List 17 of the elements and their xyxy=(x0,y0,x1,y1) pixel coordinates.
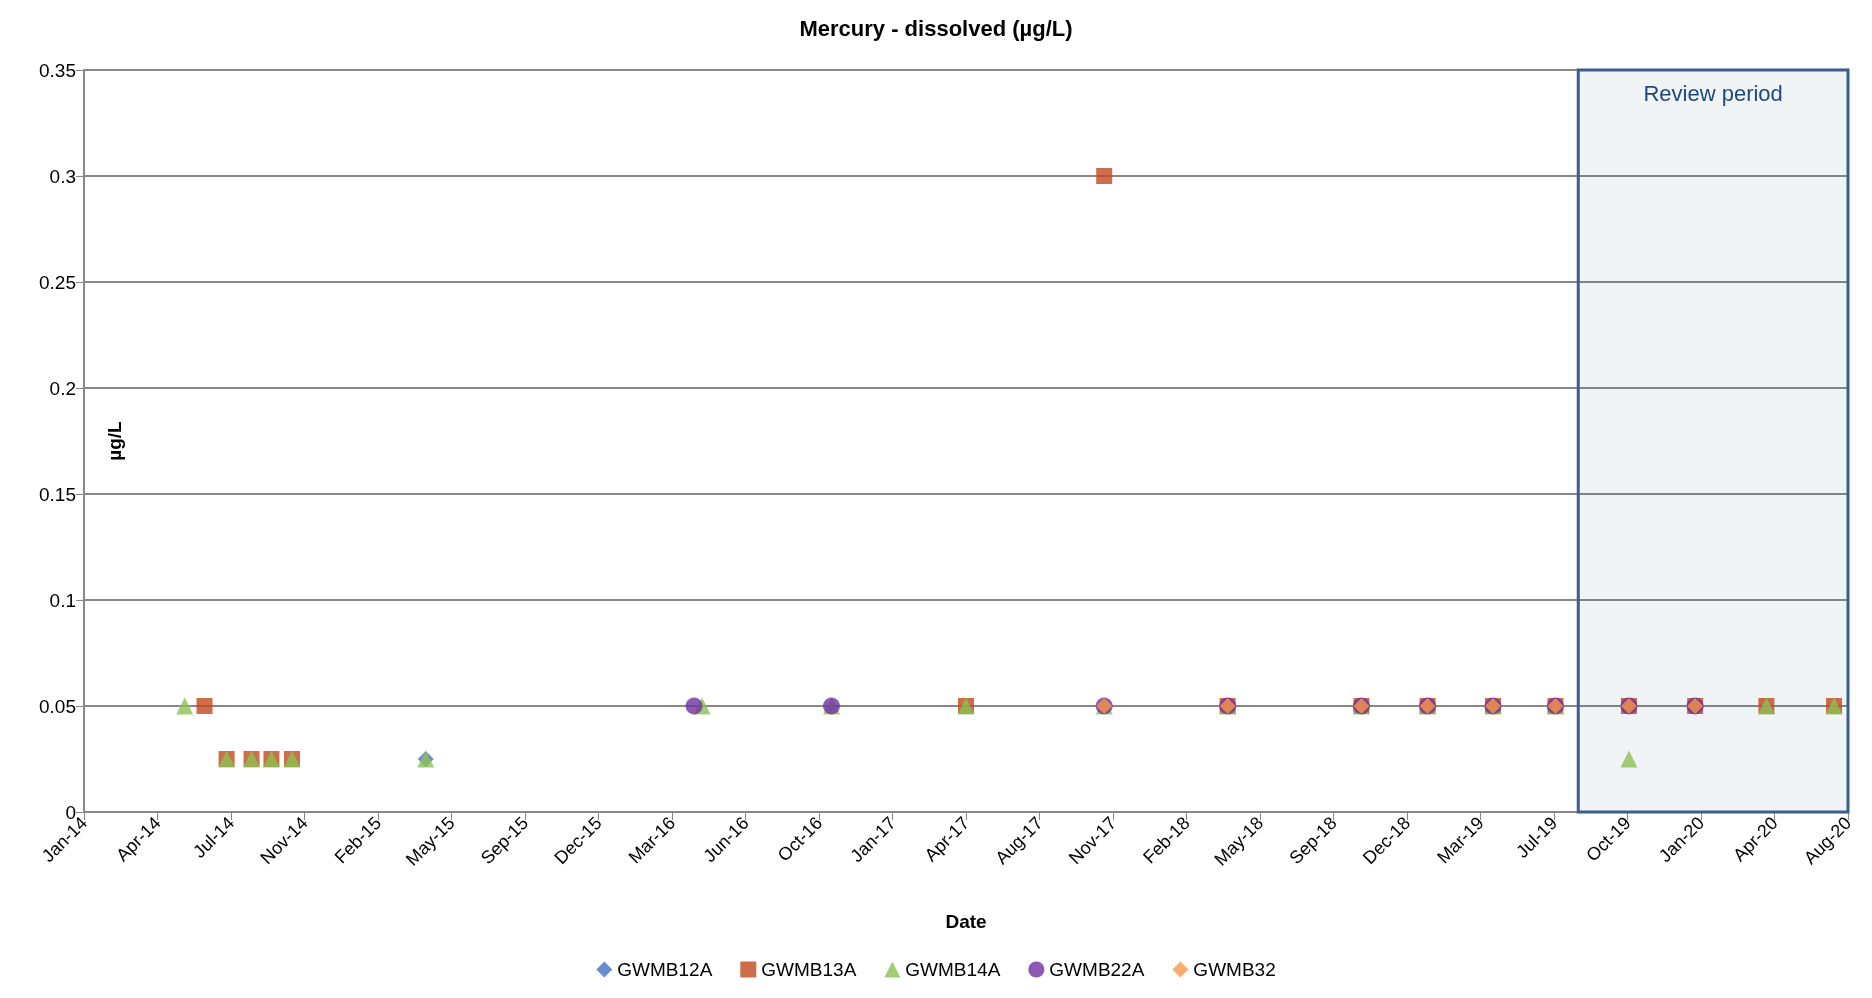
y-tick-label: 0.3 xyxy=(49,165,76,187)
band-label: Review period xyxy=(1643,81,1783,106)
y-tick-label: 0.05 xyxy=(39,695,76,717)
y-axis-title: µg/L xyxy=(104,420,125,461)
y-tick-label: 0.25 xyxy=(39,271,76,293)
chart-title: Mercury - dissolved (µg/L) xyxy=(799,15,1073,41)
y-tick-label: 0.1 xyxy=(49,589,76,611)
y-tick-label: 0.15 xyxy=(39,483,76,505)
legend-label: GWMB14A xyxy=(905,959,1001,980)
y-tick-label: 0.35 xyxy=(39,59,76,81)
legend-label: GWMB32 xyxy=(1193,959,1276,980)
x-axis-title: Date xyxy=(945,911,987,932)
y-tick-label: 0 xyxy=(65,801,76,823)
legend-label: GWMB12A xyxy=(617,959,713,980)
legend-label: GWMB22A xyxy=(1049,959,1145,980)
legend-label: GWMB13A xyxy=(761,959,857,980)
y-tick-label: 0.2 xyxy=(49,377,76,399)
